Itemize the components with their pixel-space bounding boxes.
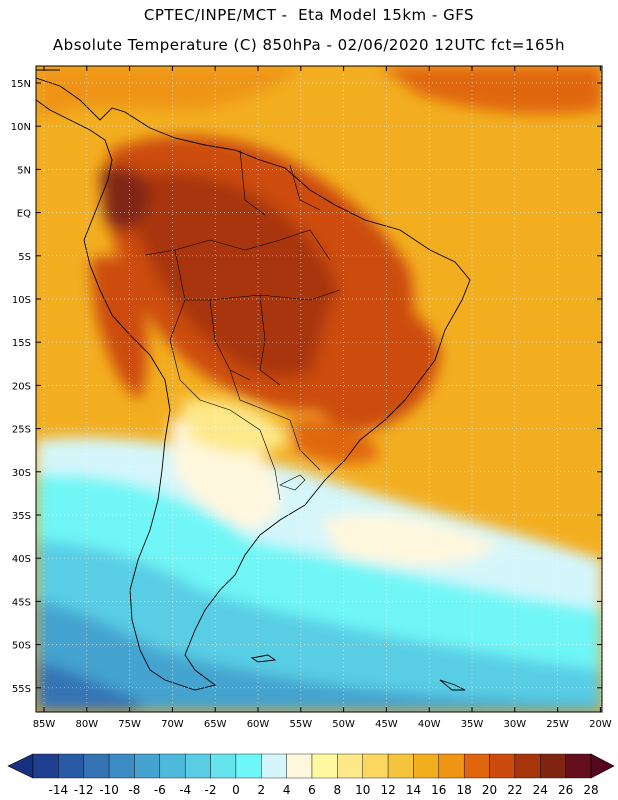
lon-tick-label: 20W [589,719,612,730]
lat-tick-label: 15N [11,79,31,90]
lon-tick-label: 25W [546,719,569,730]
colorbar-swatch [159,753,186,779]
lat-tick-label: 10S [12,295,31,306]
colorbar-label: 22 [507,783,522,797]
coastlines [36,69,471,691]
lat-tick-label: 30S [12,468,31,479]
colorbar-swatch [235,753,262,779]
lat-tick-label: 25S [12,425,31,436]
colorbar-label: -14 [49,783,69,797]
chart-subtitle: Absolute Temperature (C) 850hPa - 02/06/… [52,36,566,54]
colorbar-label: 4 [283,783,291,797]
colorbar-swatch [463,753,490,779]
lat-tick-label: 35S [12,511,31,522]
lon-tick-label: 50W [332,719,355,730]
colorbar-swatch [362,753,389,779]
colorbar-swatch [438,753,465,779]
lat-tick-label: 5N [17,165,31,176]
lat-tick-label: EQ [17,209,31,220]
colorbar-label: 16 [431,783,446,797]
lat-tick-label: 45S [12,597,31,608]
colorbar-swatch [32,753,59,779]
colorbar-label: 28 [583,783,598,797]
lon-tick-label: 45W [375,719,398,730]
colorbar-label: -6 [154,783,166,797]
lat-tick-label: 55S [12,684,31,695]
lat-tick-label: 5S [18,252,31,263]
colorbar-swatch [565,753,592,779]
colorbar-label: -8 [128,783,140,797]
colorbar-swatch [489,753,516,779]
colorbar-labels: -14 -12 -10 -8 -6 -4 -2 0 2 4 6 8 10 12 14 16 18 20 22 24 26… [49,783,599,797]
colorbar-label: 18 [457,783,472,797]
colorbar-label: 2 [257,783,265,797]
colorbar-swatch [134,753,161,779]
lon-tick-label: 75W [118,719,141,730]
colorbar-swatch [184,753,211,779]
lon-tick-label: 35W [461,719,484,730]
colorbar-under-arrow [7,753,34,779]
chart-title: CPTEC/INPE/MCT - Eta Model 15km - GFS [143,6,475,24]
colorbar-label: 20 [482,783,497,797]
lat-tick-label: 10N [11,122,31,133]
colorbar-swatch [514,753,541,779]
colorbar-label: -4 [179,783,191,797]
lon-tick-label: 55W [289,719,312,730]
lon-tick-label: 60W [247,719,270,730]
colorbar-label: 0 [232,783,240,797]
colorbar-swatch [58,753,84,779]
colorbar-label: -10 [99,783,119,797]
colorbar-label: -2 [205,783,217,797]
map-frame [35,65,603,713]
lon-tick-label: 70W [161,719,184,730]
lon-tick-label: 85W [33,719,56,730]
colorbar [7,753,615,779]
lat-tick-label: 40S [12,554,31,565]
colorbar-over-arrow [590,753,615,779]
colorbar-swatch [108,753,135,779]
colorbar-label: 14 [406,783,421,797]
colorbar-swatch [387,753,414,779]
colorbar-label: 10 [355,783,370,797]
colorbar-label: -12 [74,783,94,797]
colorbar-swatch [337,753,363,779]
lat-tick-label: 50S [12,641,31,652]
axis-ticks [36,66,602,712]
temperature-field [36,66,602,712]
lat-tick-label: 15S [12,338,31,349]
colorbar-label: 12 [380,783,395,797]
colorbar-label: 8 [334,783,342,797]
latitude-labels: 15N 10N 5N EQ 5S 10S 15S 20S 25S 30S 35S 40S 45S 50S 5… [11,79,31,695]
lon-tick-label: 65W [204,719,227,730]
colorbar-label: 6 [308,783,316,797]
colorbar-swatch [413,753,440,779]
lon-tick-label: 30W [503,719,526,730]
colorbar-swatch [261,753,287,779]
colorbar-swatch [286,753,313,779]
colorbar-swatch [311,753,338,779]
longitude-labels: 85W 80W 75W 70W 65W 60W 55W 50W 45W 40W 35W 30W 25W 2… [33,719,612,730]
colorbar-label: 24 [533,783,548,797]
colorbar-swatch [210,753,237,779]
lon-tick-label: 80W [75,719,98,730]
colorbar-label: 26 [558,783,573,797]
lon-tick-label: 40W [418,719,441,730]
colorbar-swatch [83,753,110,779]
lat-tick-label: 20S [12,381,31,392]
colorbar-swatch [540,753,566,779]
